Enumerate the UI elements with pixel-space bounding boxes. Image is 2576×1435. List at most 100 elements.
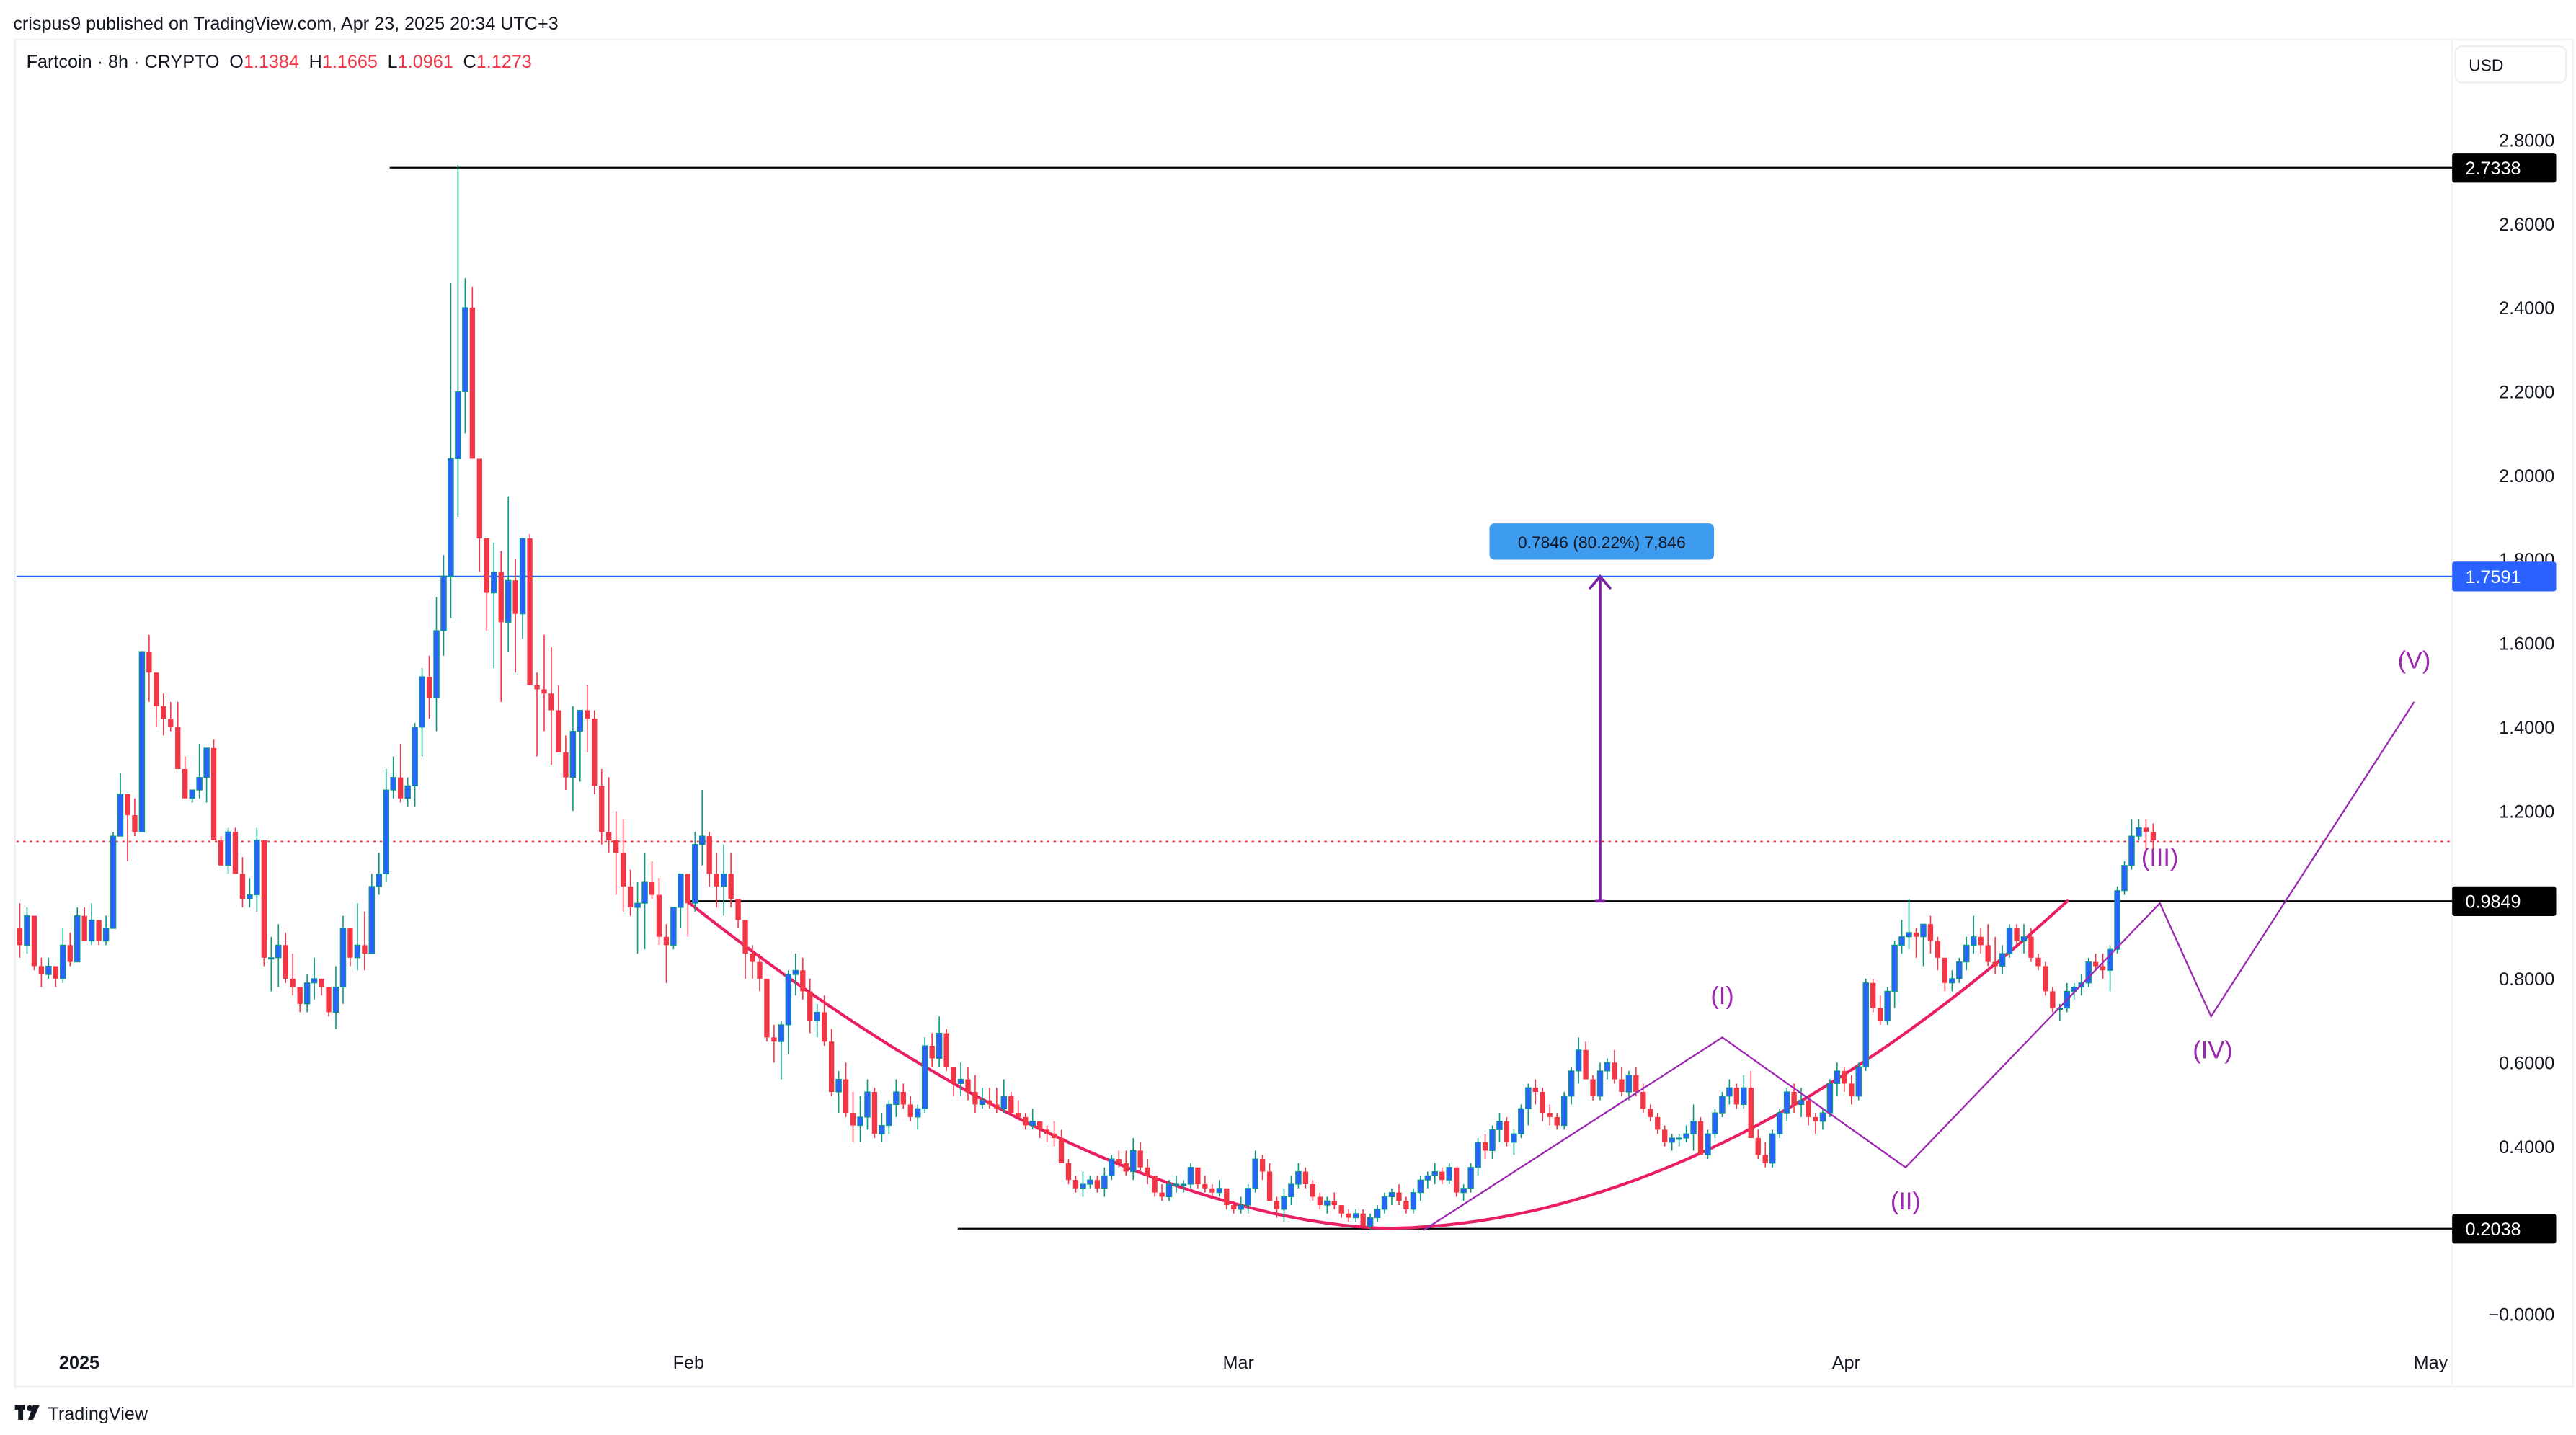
candle (1504, 1116, 1510, 1147)
candle (31, 915, 37, 971)
candle-body (1238, 1204, 1244, 1210)
candle (1920, 923, 1927, 967)
candle (1496, 1113, 1503, 1142)
candles (17, 165, 2157, 1230)
candle-body (972, 1091, 978, 1105)
candle-body (74, 915, 81, 963)
candle (1676, 1134, 1682, 1147)
candle-body (2121, 865, 2128, 892)
candle-body (792, 969, 799, 975)
candle (1697, 1116, 1704, 1155)
wave-label: (III) (2141, 844, 2179, 871)
candle (1842, 1067, 1847, 1092)
candle (1870, 978, 1876, 1013)
candle (1705, 1129, 1711, 1160)
currency-button[interactable]: USD (2454, 45, 2567, 84)
candle-body (469, 307, 476, 459)
candle-body (728, 874, 734, 899)
candle (1467, 1163, 1474, 1193)
candle-body (1101, 1175, 1108, 1189)
candle (1094, 1176, 1101, 1193)
candle-body (720, 873, 727, 887)
candle-body (1388, 1192, 1395, 1198)
candle (843, 1062, 849, 1117)
tradingview-logo[interactable]: TradingView (14, 1404, 148, 1424)
price-axis[interactable]: 2.80002.60002.40002.20002.00001.80001.60… (2488, 130, 2554, 1325)
candle (368, 874, 376, 954)
candle (1525, 1083, 1532, 1126)
candle-body (1676, 1137, 1682, 1140)
candle (1116, 1150, 1122, 1168)
candle-body (1403, 1201, 1409, 1209)
candle (1985, 924, 1991, 967)
candle-body (1511, 1133, 1517, 1143)
candle-body (1842, 1070, 1847, 1084)
candle-body (1532, 1088, 1538, 1092)
price-tick: −0.0000 (2488, 1305, 2554, 1325)
candle (362, 911, 368, 971)
currency-label: USD (2469, 55, 2503, 74)
candle (1619, 1067, 1625, 1096)
price-tick: 2.0000 (2499, 466, 2554, 487)
candle-body (60, 944, 66, 979)
candle (886, 1100, 892, 1134)
candle-body (1525, 1087, 1532, 1109)
footer-logo-text: TradingView (48, 1404, 148, 1424)
candle-body (785, 974, 792, 1026)
candle-body (31, 915, 37, 967)
chart-panel (14, 38, 2574, 1388)
candle-body (1554, 1116, 1560, 1126)
candle-body (1690, 1121, 1697, 1134)
candle (376, 853, 383, 895)
time-tick: 2025 (59, 1353, 99, 1373)
candle-body (390, 777, 396, 791)
candle (1575, 1037, 1582, 1084)
candle (1352, 1209, 1359, 1222)
candle (1367, 1213, 1374, 1230)
candle-body (17, 928, 23, 946)
candle-body (641, 881, 648, 904)
candle-body (1898, 936, 1905, 946)
candle-body (1116, 1159, 1122, 1163)
candle-body (670, 907, 677, 946)
candle-body (907, 1104, 913, 1117)
axis-price-label: 1.7591 (2452, 561, 2557, 592)
candle (692, 832, 698, 912)
candle (742, 920, 748, 979)
candle (1633, 1067, 1639, 1096)
candle-body (1806, 1100, 1811, 1117)
candle (1101, 1167, 1108, 1197)
candle (1590, 1075, 1596, 1101)
candle (1036, 1121, 1043, 1138)
candle (196, 744, 203, 799)
candle-body (1454, 1167, 1460, 1193)
time-axis[interactable]: 2025 Feb Mar Apr May (59, 1353, 2448, 1373)
candle-body (750, 953, 755, 962)
candle-body (1352, 1213, 1359, 1219)
candle (1906, 899, 1912, 950)
candle (1884, 987, 1891, 1025)
candle-body (2100, 966, 2106, 971)
candle-body (182, 768, 188, 799)
candle (1683, 1125, 1689, 1142)
elliott-wave: (I) (II) (III) (IV) (V) (1423, 647, 2430, 1231)
candle (132, 798, 138, 837)
axis-price-label-bg (2452, 1214, 2557, 1244)
elliott-wave-path[interactable] (1423, 701, 2415, 1231)
candle (563, 735, 569, 791)
candle-body (1697, 1121, 1704, 1155)
candle-body (577, 709, 584, 732)
candle (577, 709, 584, 782)
candle-body (929, 1045, 935, 1059)
candle (1648, 1104, 1653, 1121)
candle-body (125, 794, 130, 815)
candle (505, 496, 512, 652)
candle-body (1819, 1112, 1826, 1122)
candle (2150, 823, 2157, 853)
candle-body (994, 1104, 1000, 1109)
low-value: 1.0961 (398, 52, 453, 72)
candle-body (290, 978, 296, 987)
candle-body (1891, 944, 1898, 992)
candle-body (764, 978, 770, 1038)
